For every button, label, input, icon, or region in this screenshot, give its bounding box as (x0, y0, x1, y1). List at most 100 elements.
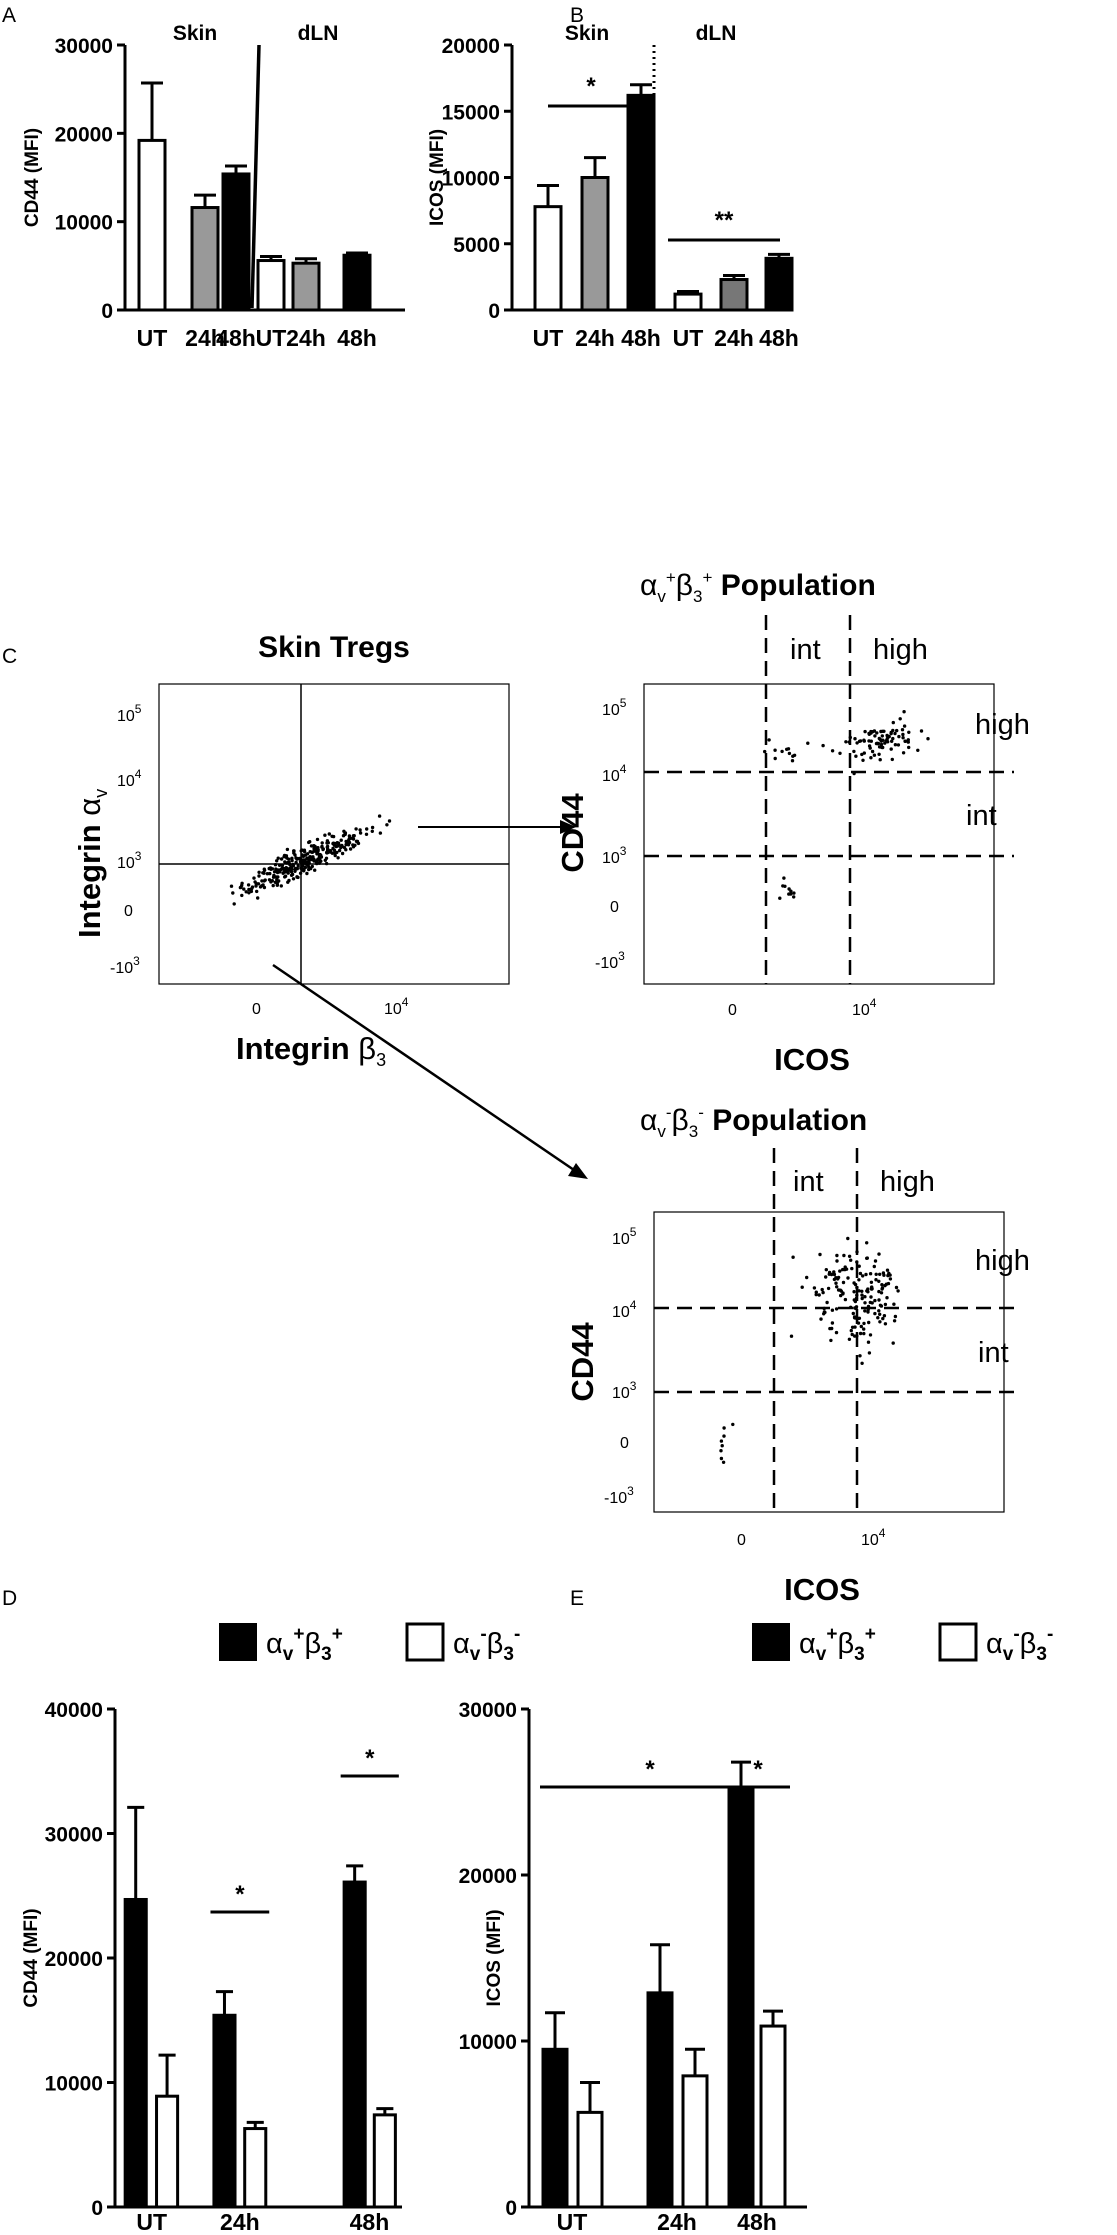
flow-xlabel-icos: ICOS (784, 1572, 860, 1607)
x-tick-label: 48h (350, 2209, 390, 2235)
event-dot (274, 875, 278, 879)
event-dot (268, 871, 272, 876)
group-label: Skin (565, 22, 609, 45)
bar (673, 292, 703, 312)
event-dot (847, 1337, 852, 1342)
event-dot (847, 740, 851, 744)
legend-swatch-pos (752, 1623, 790, 1661)
event-dot (830, 1308, 835, 1312)
event-dot (819, 1317, 823, 1321)
event-dot (862, 1321, 866, 1326)
event-dot (855, 1260, 859, 1264)
bar (646, 1991, 674, 2209)
event-dot (867, 1320, 871, 1325)
bar (626, 93, 656, 312)
legend-d: αv+β3+ αv-β3- (219, 1622, 520, 1665)
bar (576, 2110, 604, 2209)
event-dot (289, 870, 294, 874)
event-dot (855, 1293, 859, 1297)
bar (580, 176, 610, 312)
event-dot (877, 1289, 881, 1294)
event-dot (316, 849, 320, 853)
event-dot (257, 874, 261, 878)
event-dot (387, 819, 392, 823)
event-dot (906, 740, 910, 744)
bar (342, 1880, 367, 2209)
event-dot (719, 1449, 723, 1453)
event-dot (888, 1277, 893, 1281)
bar (541, 2047, 569, 2209)
event-dot (244, 890, 248, 894)
panel-letter-a: A (2, 4, 16, 27)
event-dot (256, 882, 261, 886)
event-dot (261, 883, 265, 887)
events-skin (229, 814, 392, 906)
event-dot (873, 1298, 877, 1303)
bar (759, 2024, 787, 2209)
y-tick-label: 10000 (442, 168, 500, 191)
event-dot (805, 1275, 809, 1280)
tick-1e3: 103 (602, 844, 627, 867)
event-dot (354, 827, 358, 831)
legend-swatch-pos (219, 1623, 257, 1661)
event-dot (835, 1259, 839, 1263)
arrow-to-positive (418, 820, 576, 834)
flow-title-negative: αv-β3- Population (640, 1103, 867, 1141)
event-dot (358, 831, 363, 835)
event-dot (873, 1311, 877, 1316)
event-dot (880, 1287, 884, 1291)
event-dot (893, 731, 897, 736)
event-dot (271, 883, 275, 888)
event-dot (317, 861, 322, 865)
flow-ylabel-cd44: CD44 (555, 793, 590, 873)
event-dot (901, 751, 906, 755)
event-dot (285, 847, 290, 852)
event-dot (365, 827, 369, 831)
event-dot (866, 1340, 871, 1344)
event-dot (830, 749, 835, 753)
bar (212, 2013, 237, 2209)
event-dot (855, 1250, 859, 1254)
event-dot (763, 749, 767, 754)
event-dot (860, 1296, 864, 1301)
y-tick-label: 20000 (459, 1865, 517, 1888)
y-tick-label: 20000 (442, 35, 500, 58)
event-dot (267, 866, 271, 871)
event-dot (883, 1302, 888, 1307)
event-dot (340, 851, 345, 856)
tick-1e4: 104 (117, 767, 142, 790)
event-dot (885, 1296, 889, 1300)
event-dot (834, 1281, 838, 1285)
event-dot (862, 738, 866, 742)
event-dot (269, 880, 273, 884)
event-dot (789, 889, 793, 893)
event-dot (852, 749, 856, 754)
panel-letter-e: E (570, 1587, 584, 1610)
event-dot (780, 749, 784, 754)
flow-frame (653, 1211, 1005, 1513)
event-dot (293, 853, 297, 857)
event-dot (792, 895, 796, 899)
y-tick-label: 5000 (453, 234, 500, 257)
event-dot (305, 852, 310, 856)
event-dot (789, 892, 793, 896)
event-dot (870, 749, 875, 754)
event-dot (890, 739, 894, 743)
event-dot (347, 834, 352, 838)
event-dot (720, 1444, 724, 1448)
event-dot (240, 881, 244, 885)
significance-label: * (645, 1756, 655, 1783)
event-dot (261, 871, 265, 875)
panel-letter-d: D (2, 1587, 17, 1610)
event-dot (294, 860, 298, 865)
event-dot (791, 1255, 795, 1259)
event-dot (863, 1295, 867, 1299)
event-dot (247, 891, 251, 895)
event-dot (344, 839, 348, 844)
event-dot (863, 729, 867, 734)
event-dot (849, 1305, 853, 1310)
event-dot (849, 1328, 853, 1333)
event-dot (878, 1303, 883, 1308)
event-dot (291, 877, 296, 881)
event-dot (863, 1309, 867, 1313)
